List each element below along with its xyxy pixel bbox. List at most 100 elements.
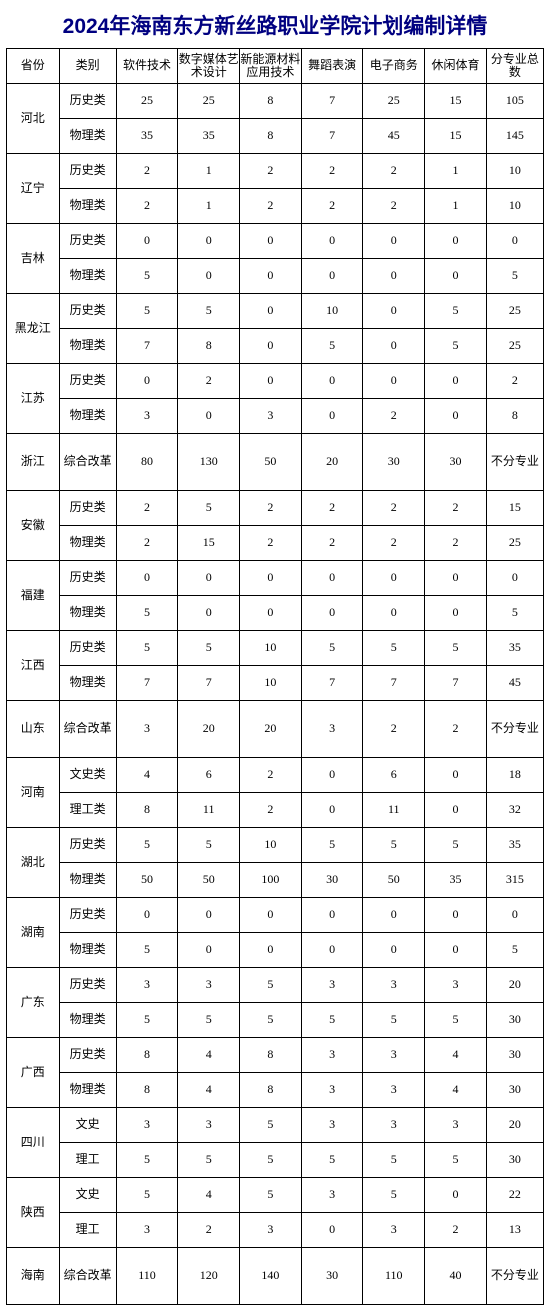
table-row: 辽宁历史类21222110 [7, 154, 544, 189]
h-total: 分专业总数 [486, 49, 543, 84]
value-cell: 1 [178, 154, 240, 189]
value-cell: 5 [425, 329, 487, 364]
value-cell: 0 [363, 898, 425, 933]
value-cell: 11 [363, 793, 425, 828]
category-cell: 文史 [59, 1108, 116, 1143]
value-cell: 0 [301, 364, 363, 399]
category-cell: 历史类 [59, 828, 116, 863]
value-cell: 5 [178, 828, 240, 863]
value-cell: 5 [116, 1143, 178, 1178]
total-cell: 不分专业 [486, 1248, 543, 1305]
category-cell: 文史 [59, 1178, 116, 1213]
total-cell: 0 [486, 898, 543, 933]
value-cell: 0 [301, 793, 363, 828]
value-cell: 0 [301, 758, 363, 793]
total-cell: 145 [486, 119, 543, 154]
value-cell: 3 [363, 1213, 425, 1248]
value-cell: 0 [301, 596, 363, 631]
value-cell: 8 [116, 1038, 178, 1073]
table-row: 湖南历史类0000000 [7, 898, 544, 933]
value-cell: 0 [363, 259, 425, 294]
value-cell: 7 [363, 666, 425, 701]
total-cell: 30 [486, 1003, 543, 1038]
value-cell: 3 [301, 701, 363, 758]
table-row: 山东综合改革32020322不分专业 [7, 701, 544, 758]
value-cell: 7 [116, 666, 178, 701]
value-cell: 10 [301, 294, 363, 329]
value-cell: 0 [363, 364, 425, 399]
total-cell: 10 [486, 189, 543, 224]
table-row: 物理类215222225 [7, 526, 544, 561]
value-cell: 5 [363, 1003, 425, 1038]
table-row: 陕西文史54535022 [7, 1178, 544, 1213]
table-row: 海南综合改革1101201403011040不分专业 [7, 1248, 544, 1305]
value-cell: 3 [116, 701, 178, 758]
category-cell: 物理类 [59, 1003, 116, 1038]
value-cell: 2 [301, 189, 363, 224]
value-cell: 0 [240, 329, 302, 364]
total-cell: 35 [486, 828, 543, 863]
value-cell: 2 [363, 399, 425, 434]
value-cell: 0 [178, 399, 240, 434]
value-cell: 35 [425, 863, 487, 898]
value-cell: 5 [240, 1178, 302, 1213]
total-cell: 20 [486, 1108, 543, 1143]
value-cell: 4 [425, 1073, 487, 1108]
value-cell: 80 [116, 434, 178, 491]
h-category: 类别 [59, 49, 116, 84]
value-cell: 15 [425, 84, 487, 119]
value-cell: 0 [363, 329, 425, 364]
category-cell: 物理类 [59, 863, 116, 898]
category-cell: 物理类 [59, 399, 116, 434]
total-cell: 15 [486, 491, 543, 526]
total-cell: 5 [486, 933, 543, 968]
value-cell: 0 [363, 561, 425, 596]
value-cell: 2 [240, 189, 302, 224]
province-cell: 江苏 [7, 364, 60, 434]
category-cell: 综合改革 [59, 434, 116, 491]
value-cell: 5 [363, 1143, 425, 1178]
value-cell: 2 [363, 189, 425, 224]
value-cell: 8 [116, 793, 178, 828]
value-cell: 0 [116, 561, 178, 596]
value-cell: 20 [240, 701, 302, 758]
value-cell: 5 [363, 828, 425, 863]
value-cell: 5 [116, 1003, 178, 1038]
value-cell: 8 [178, 329, 240, 364]
value-cell: 100 [240, 863, 302, 898]
value-cell: 5 [116, 259, 178, 294]
value-cell: 0 [116, 364, 178, 399]
value-cell: 0 [425, 933, 487, 968]
value-cell: 0 [116, 898, 178, 933]
value-cell: 2 [178, 364, 240, 399]
total-cell: 10 [486, 154, 543, 189]
page-title: 2024年海南东方新丝路职业学院计划编制详情 [6, 10, 544, 40]
value-cell: 15 [178, 526, 240, 561]
table-row: 浙江综合改革8013050203030不分专业 [7, 434, 544, 491]
total-cell: 不分专业 [486, 434, 543, 491]
table-row: 湖北历史类551055535 [7, 828, 544, 863]
province-cell: 四川 [7, 1108, 60, 1178]
value-cell: 3 [178, 1108, 240, 1143]
value-cell: 50 [240, 434, 302, 491]
value-cell: 7 [425, 666, 487, 701]
value-cell: 2 [116, 189, 178, 224]
province-cell: 河南 [7, 758, 60, 828]
value-cell: 0 [178, 561, 240, 596]
value-cell: 3 [301, 968, 363, 1003]
total-cell: 25 [486, 526, 543, 561]
province-cell: 浙江 [7, 434, 60, 491]
category-cell: 物理类 [59, 933, 116, 968]
value-cell: 8 [240, 119, 302, 154]
value-cell: 0 [301, 933, 363, 968]
value-cell: 0 [425, 596, 487, 631]
value-cell: 0 [240, 561, 302, 596]
category-cell: 历史类 [59, 224, 116, 259]
value-cell: 5 [363, 1178, 425, 1213]
value-cell: 0 [425, 224, 487, 259]
province-cell: 福建 [7, 561, 60, 631]
total-cell: 20 [486, 968, 543, 1003]
table-row: 河南文史类46206018 [7, 758, 544, 793]
value-cell: 5 [116, 631, 178, 666]
table-row: 物理类5000005 [7, 259, 544, 294]
